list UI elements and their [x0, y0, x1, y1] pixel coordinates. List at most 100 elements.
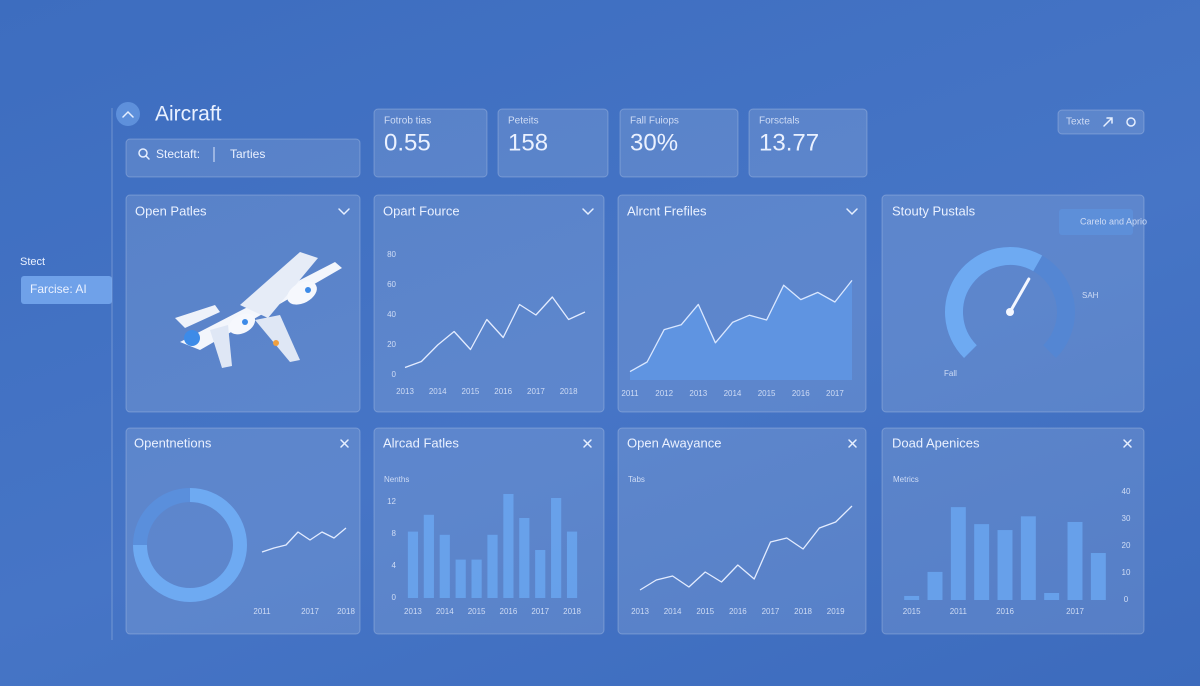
- y-tick-label: 8: [392, 529, 397, 538]
- search-icon: [138, 148, 148, 158]
- kpi-card: [373, 108, 488, 178]
- x-tick-label: 2014: [664, 607, 682, 616]
- sidebar-item-label[interactable]: Farcise: AI: [30, 282, 87, 296]
- bar: [503, 494, 514, 598]
- x-tick-label: 2019: [827, 607, 845, 616]
- bar: [455, 559, 466, 598]
- x-tick-label: 2011: [253, 607, 271, 616]
- x-tick-label: 2015: [903, 607, 921, 616]
- bar: [950, 507, 966, 600]
- donut-segment: [133, 488, 247, 602]
- panel-title: Open Awayance: [627, 435, 721, 450]
- x-tick-label: 2016: [494, 387, 512, 396]
- y-tick-label: 0: [1124, 595, 1129, 604]
- x-tick-label: 2015: [758, 389, 776, 398]
- chevron-icon[interactable]: [846, 208, 858, 216]
- panel: [373, 427, 605, 635]
- search-icon: [145, 155, 150, 160]
- close-icon[interactable]: [848, 439, 857, 448]
- bar: [551, 498, 562, 598]
- panel: [617, 427, 867, 635]
- x-tick-label: 2018: [560, 387, 578, 396]
- top-button-label[interactable]: Texte: [1066, 117, 1090, 128]
- x-tick-label: 2018: [563, 607, 581, 616]
- bar: [927, 571, 943, 600]
- search-box[interactable]: [125, 138, 361, 178]
- kpi-value: 158: [508, 129, 548, 156]
- bar: [423, 514, 434, 598]
- gauge-value: [945, 247, 1043, 358]
- kpi-label: Fall Fuiops: [630, 116, 679, 127]
- kpi-card: [748, 108, 868, 178]
- bar: [1090, 553, 1106, 600]
- badge[interactable]: [1059, 209, 1133, 235]
- bar: [535, 550, 546, 598]
- collapse-button[interactable]: [116, 102, 140, 126]
- badge-label[interactable]: Carelo and Aprio: [1080, 216, 1147, 226]
- x-tick-label: 2015: [468, 607, 486, 616]
- airplane-illustration: [175, 252, 342, 368]
- panel-subtitle: Tabs: [628, 475, 645, 484]
- panel: [881, 427, 1145, 635]
- kpi-label: Peteits: [508, 116, 539, 127]
- close-icon[interactable]: [340, 439, 349, 448]
- kpi-card: [497, 108, 609, 178]
- panel-title: Alrcnt Frefiles: [627, 203, 707, 218]
- panel: [881, 194, 1145, 413]
- kpi-card: [619, 108, 739, 178]
- x-tick-label: 2016: [792, 389, 810, 398]
- search-label: Stectaft:: [156, 147, 200, 161]
- line: [261, 527, 347, 553]
- y-tick-label: 4: [392, 561, 397, 570]
- annotation: SAH: [1082, 291, 1099, 300]
- x-tick-label: 2014: [724, 389, 742, 398]
- x-tick-label: 2014: [436, 607, 454, 616]
- top-button[interactable]: [1057, 109, 1145, 135]
- x-tick-label: 2017: [762, 607, 780, 616]
- y-tick-label: 40: [1122, 487, 1131, 496]
- x-tick-label: 2018: [337, 607, 355, 616]
- donut-segment: [133, 488, 191, 546]
- y-tick-label: 20: [387, 340, 396, 349]
- panel-subtitle: Metrics: [893, 475, 919, 484]
- bar: [471, 559, 482, 598]
- bar: [1044, 592, 1060, 600]
- area: [630, 280, 852, 380]
- bar: [1067, 521, 1083, 600]
- bar: [1020, 516, 1036, 600]
- y-tick-label: 30: [1122, 514, 1131, 523]
- x-tick-label: 2015: [462, 387, 480, 396]
- panel-subtitle: Nenths: [384, 475, 409, 484]
- line: [404, 296, 586, 369]
- x-tick-label: 2013: [631, 607, 649, 616]
- x-tick-label: 2013: [689, 389, 707, 398]
- chevron-icon[interactable]: [338, 208, 350, 216]
- settings-icon[interactable]: [1126, 117, 1136, 127]
- gauge-hub: [1006, 308, 1014, 316]
- bar: [519, 518, 530, 598]
- panel-title: Open Patles: [135, 203, 207, 218]
- kpi-label: Forsctals: [759, 116, 800, 127]
- chevron-icon[interactable]: [122, 110, 134, 118]
- bar: [904, 595, 920, 600]
- panel-title: Doad Apenices: [892, 435, 980, 450]
- x-tick-label: 2017: [826, 389, 844, 398]
- close-icon[interactable]: [1123, 439, 1132, 448]
- bar: [997, 530, 1013, 600]
- kpi-label: Fotrob tias: [384, 116, 431, 127]
- y-tick-label: 80: [387, 250, 396, 259]
- y-tick-label: 20: [1122, 541, 1131, 550]
- x-tick-label: 2017: [1066, 607, 1084, 616]
- arrow-icon[interactable]: [1103, 117, 1113, 127]
- kpi-value: 30%: [630, 129, 678, 156]
- y-tick-label: 60: [387, 280, 396, 289]
- x-tick-label: 2017: [527, 387, 545, 396]
- close-icon[interactable]: [583, 439, 592, 448]
- bar: [566, 531, 578, 598]
- sidebar-item[interactable]: [21, 276, 112, 304]
- chevron-icon[interactable]: [582, 208, 594, 216]
- kpi-value: 13.77: [759, 129, 819, 156]
- search-value[interactable]: Tarties: [230, 147, 265, 161]
- gauge-needle: [1008, 277, 1031, 314]
